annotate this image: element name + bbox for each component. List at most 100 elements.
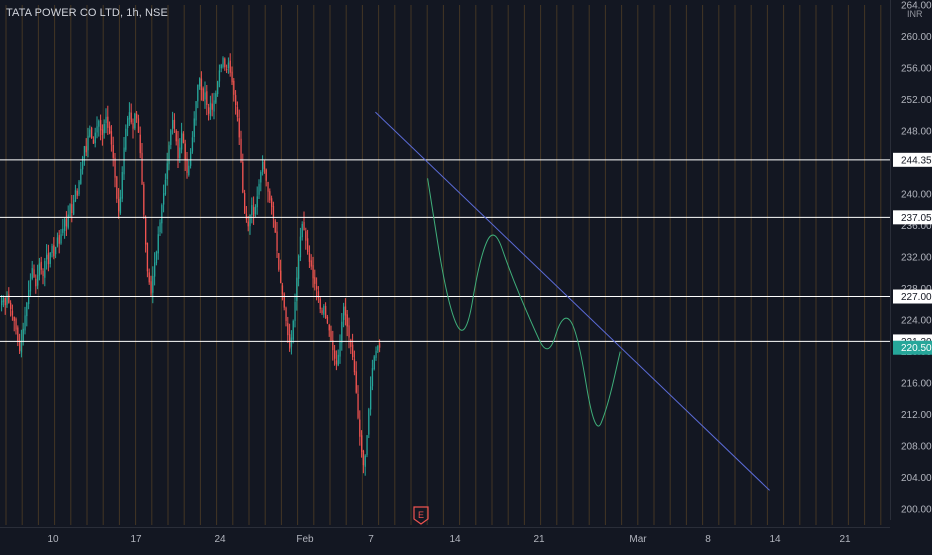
pattern-curve[interactable] — [427, 178, 621, 427]
candle-body — [24, 315, 26, 331]
candle-body — [227, 62, 230, 69]
candle-body — [103, 123, 105, 134]
candle-body — [292, 320, 294, 340]
candle-body — [109, 126, 111, 134]
candle-body — [312, 265, 314, 279]
candle-body — [73, 200, 75, 215]
candle-body — [182, 133, 185, 143]
candle-body — [346, 314, 348, 327]
candle-body — [368, 409, 370, 435]
candle-body — [359, 419, 361, 437]
candle-body — [222, 57, 224, 67]
candle-body — [58, 235, 60, 244]
candle-body — [366, 435, 368, 455]
candle-body — [251, 205, 253, 215]
candle-body — [181, 132, 183, 150]
candle-body — [238, 118, 240, 138]
candle-body — [229, 60, 231, 73]
candle-body — [195, 101, 197, 121]
candle-body — [208, 107, 210, 114]
candle-body — [96, 126, 98, 133]
candle-body — [20, 340, 23, 353]
candle-body — [326, 316, 329, 324]
candle-body — [247, 221, 249, 227]
candle-body — [26, 302, 28, 317]
candle-body — [56, 237, 59, 247]
candle-body — [263, 161, 266, 169]
candle-body — [154, 262, 156, 277]
candle-body — [119, 197, 122, 214]
trendline-group — [375, 111, 770, 491]
candle-body — [298, 256, 300, 279]
candle-body — [17, 327, 19, 342]
candle-body — [361, 435, 363, 452]
candle-body — [254, 206, 257, 215]
candle-body — [209, 102, 212, 116]
candle-body — [204, 92, 206, 100]
price-scale[interactable] — [890, 0, 932, 520]
candle-body — [141, 152, 143, 184]
candle-body — [373, 356, 375, 370]
candle-body — [199, 78, 201, 87]
candle-body — [267, 181, 269, 192]
candle-body — [206, 91, 208, 106]
candle-body — [375, 350, 377, 358]
candle-body — [290, 337, 293, 347]
candle-body — [278, 253, 280, 270]
candle-body — [217, 81, 219, 95]
candle-body — [352, 344, 354, 358]
candle-body — [132, 123, 134, 129]
candle-body — [157, 234, 159, 254]
candle-body — [91, 127, 93, 139]
candle-body — [164, 179, 167, 195]
candle-body — [137, 118, 140, 133]
candle-body — [22, 328, 24, 342]
candle-body — [145, 216, 147, 245]
candle-body — [8, 294, 10, 303]
candle-body — [35, 278, 37, 287]
candle-body — [44, 261, 46, 278]
candle-body — [69, 204, 71, 217]
candle-body — [74, 190, 77, 202]
candle-body — [281, 285, 284, 295]
curve-group — [427, 178, 621, 427]
candle-body — [92, 139, 95, 144]
candle-body — [47, 253, 50, 265]
candle-body — [134, 113, 136, 129]
trendline[interactable] — [375, 111, 770, 491]
candle-body — [244, 192, 246, 214]
candle-body — [215, 93, 217, 103]
candle-body — [379, 343, 381, 348]
candle-body — [155, 251, 158, 264]
candle-body — [341, 321, 343, 343]
candle-body — [76, 190, 78, 196]
candle-body — [240, 138, 242, 162]
candle-body — [332, 340, 334, 351]
candle-body — [159, 222, 161, 233]
candle-body — [130, 112, 132, 123]
candle-body — [364, 455, 366, 467]
candle-body — [330, 331, 332, 341]
candle-body — [314, 277, 316, 284]
candle-body — [186, 158, 188, 173]
candle-body — [245, 214, 248, 220]
candle-body — [249, 214, 251, 227]
candle-body — [148, 272, 150, 283]
candle-body — [370, 386, 372, 410]
candle-body — [280, 270, 282, 284]
candle-body — [2, 298, 5, 303]
candle-body — [67, 214, 69, 228]
candle-body — [62, 228, 64, 233]
candle-body — [258, 183, 260, 195]
candle-body — [152, 276, 154, 293]
time-scale[interactable] — [0, 527, 890, 551]
candle-body — [276, 231, 278, 251]
candle-body — [353, 359, 356, 373]
candle-body — [256, 196, 258, 208]
candles — [1, 53, 381, 476]
candle-body — [143, 184, 145, 215]
candle-body — [65, 218, 68, 227]
candle-body — [348, 325, 350, 338]
